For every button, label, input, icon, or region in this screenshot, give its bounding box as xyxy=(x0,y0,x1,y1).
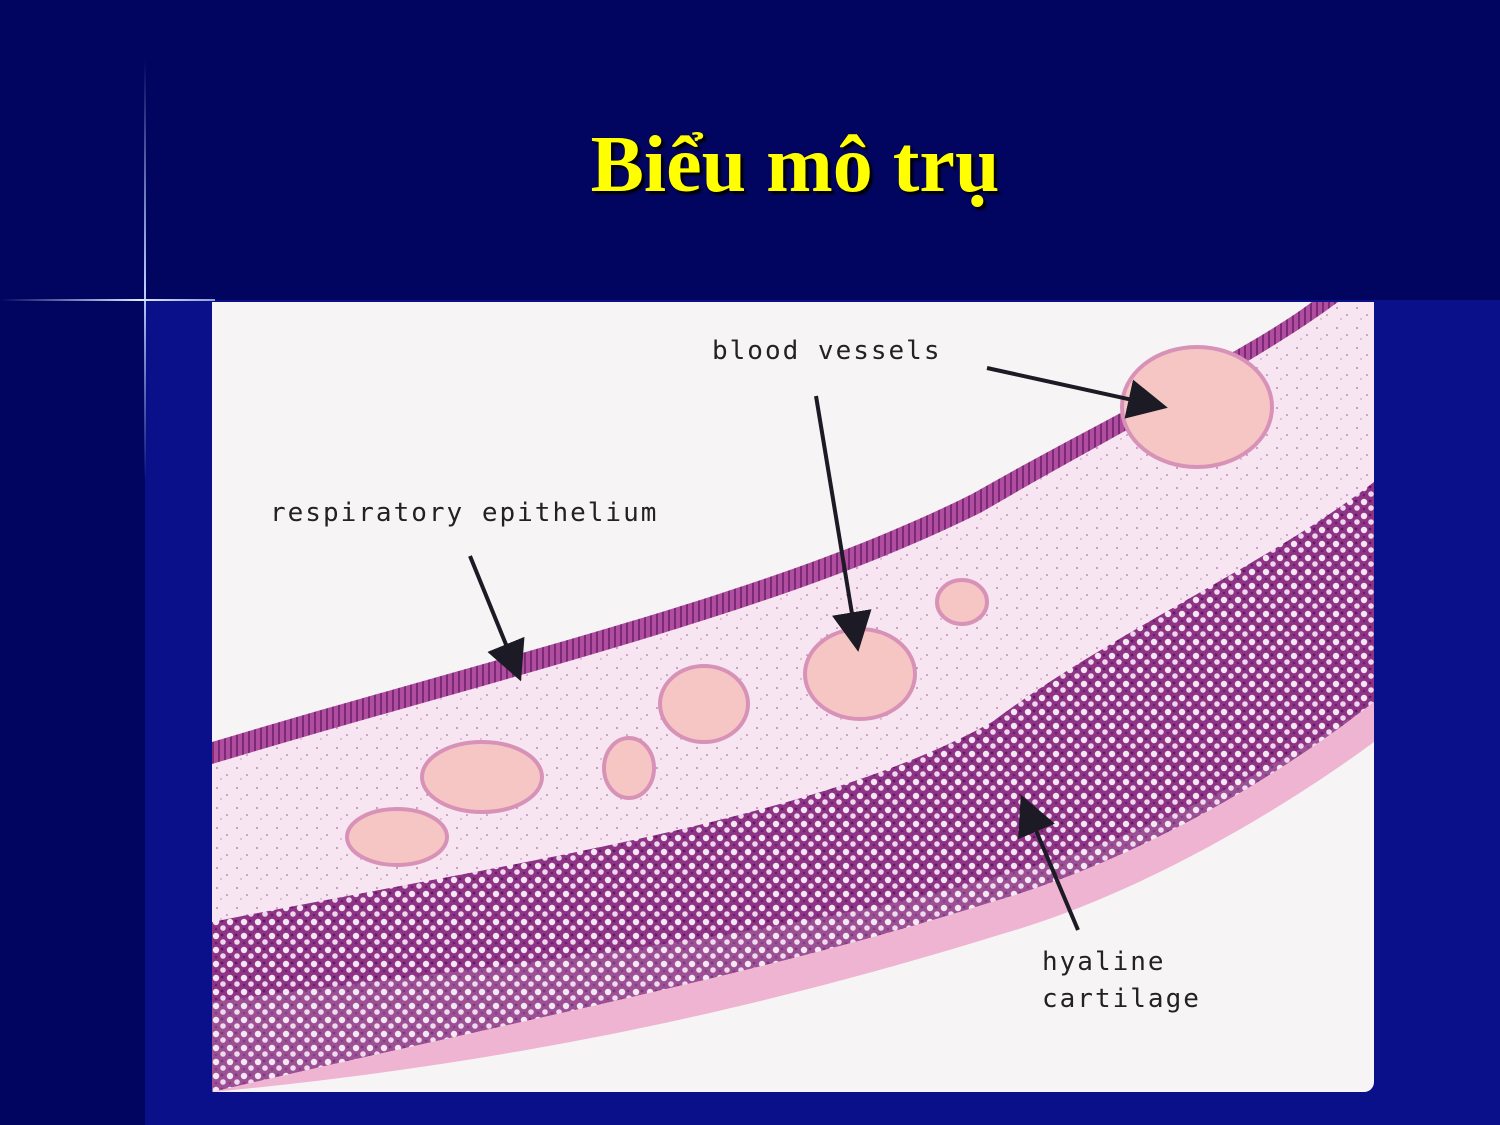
slide-title: Biểu mô trụ xyxy=(590,121,1000,209)
arrow-to-epithelium xyxy=(468,555,525,682)
annotation-arrows xyxy=(468,366,1168,931)
left-band xyxy=(0,300,145,1125)
blood-vessels xyxy=(345,345,1274,867)
label-blood-vessels: blood vessels xyxy=(712,336,942,366)
micrograph-image: blood vessels respiratory epithelium hya… xyxy=(212,302,1374,1092)
cartilage-band-lower xyxy=(212,502,1374,1092)
label-respiratory-epithelium: respiratory epithelium xyxy=(270,498,659,528)
decorative-vertical-line xyxy=(144,60,146,480)
epithelium-layer xyxy=(212,302,1338,764)
top-band xyxy=(0,0,1500,300)
label-cartilage: cartilage xyxy=(1042,984,1201,1014)
cartilage-band-upper xyxy=(212,482,1374,1002)
arrow-to-lower-vessel xyxy=(814,395,872,652)
tissue-illustration xyxy=(212,302,1374,1092)
decorative-horizontal-line xyxy=(0,299,215,301)
arrow-to-cartilage xyxy=(1018,794,1080,931)
arrow-to-upper-vessel xyxy=(986,366,1168,419)
label-hyaline: hyaline xyxy=(1042,947,1166,977)
